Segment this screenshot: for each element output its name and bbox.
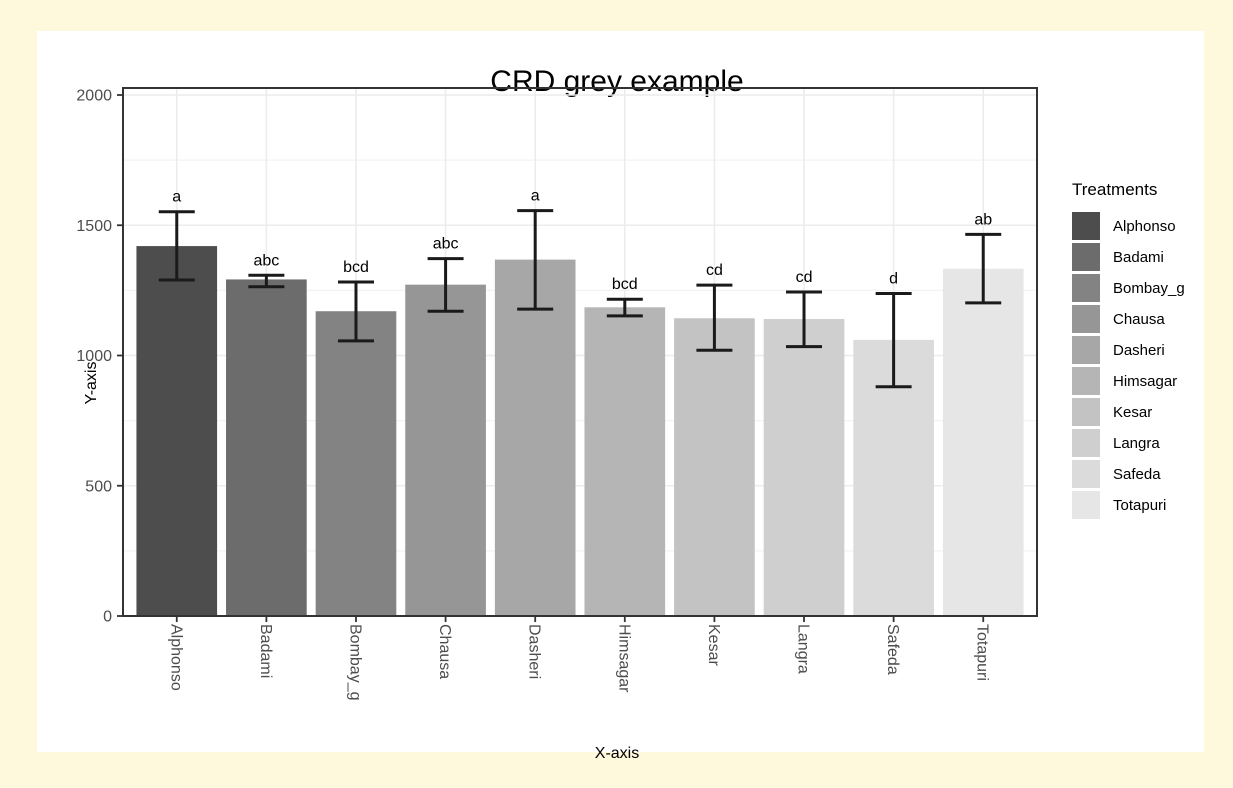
error-bar bbox=[158, 210, 195, 282]
legend-item: Dasheri bbox=[1072, 336, 1230, 364]
x-tick-label: Langra bbox=[795, 624, 812, 674]
error-bar bbox=[965, 232, 1002, 305]
legend-label: Bombay_g bbox=[1113, 279, 1185, 297]
y-tick-label: 1500 bbox=[76, 218, 112, 235]
legend-swatch bbox=[1072, 491, 1100, 519]
bar bbox=[674, 318, 755, 616]
legend: Treatments Alphonso Badami Bombay_g Chausa D… bbox=[1072, 180, 1230, 522]
error-bar bbox=[786, 290, 823, 349]
legend-label: Totapuri bbox=[1113, 496, 1167, 514]
sig-letter: a bbox=[172, 189, 181, 206]
sig-letter: a bbox=[531, 188, 540, 205]
legend-item: Totapuri bbox=[1072, 491, 1230, 519]
legend-item: Safeda bbox=[1072, 460, 1230, 488]
legend-label: Alphonso bbox=[1113, 217, 1176, 235]
legend-swatch bbox=[1072, 274, 1100, 302]
legend-swatch bbox=[1072, 212, 1100, 240]
y-tick-label: 0 bbox=[103, 609, 112, 626]
bar bbox=[942, 268, 1024, 616]
legend-item: Himsagar bbox=[1072, 367, 1230, 395]
bar bbox=[584, 307, 666, 616]
legend-items: Alphonso Badami Bombay_g Chausa Dasheri Himsa… bbox=[1072, 212, 1230, 519]
chart-title: CRD grey example bbox=[490, 65, 744, 98]
sig-letter: d bbox=[889, 271, 898, 288]
panel-border bbox=[122, 87, 1038, 617]
x-tick-label: Kesar bbox=[705, 624, 722, 666]
sig-letter: bcd bbox=[612, 276, 638, 293]
legend-swatch bbox=[1072, 398, 1100, 426]
legend-swatch bbox=[1072, 460, 1100, 488]
sig-letter: abc bbox=[253, 252, 279, 269]
bar bbox=[763, 319, 845, 616]
x-axis-title: X-axis bbox=[594, 745, 640, 762]
bar bbox=[315, 311, 397, 616]
legend-label: Badami bbox=[1113, 248, 1164, 266]
legend-swatch bbox=[1072, 429, 1100, 457]
legend-item: Alphonso bbox=[1072, 212, 1230, 240]
bar bbox=[226, 279, 307, 616]
x-tick-label: Chausa bbox=[436, 624, 453, 679]
bar bbox=[136, 246, 218, 616]
legend-item: Badami bbox=[1072, 243, 1230, 271]
y-tick-label: 1000 bbox=[76, 348, 112, 365]
sig-letter: abc bbox=[433, 236, 459, 253]
legend-item: Chausa bbox=[1072, 305, 1230, 333]
x-tick-label: Bombay_g bbox=[346, 624, 363, 701]
legend-label: Chausa bbox=[1113, 310, 1165, 328]
x-tick-label: Safeda bbox=[884, 624, 901, 675]
legend-swatch bbox=[1072, 336, 1100, 364]
legend-label: Safeda bbox=[1113, 465, 1161, 483]
legend-swatch bbox=[1072, 305, 1100, 333]
sig-letter: ab bbox=[974, 211, 992, 228]
error-bar bbox=[427, 257, 464, 313]
legend-item: Kesar bbox=[1072, 398, 1230, 426]
sig-letter: cd bbox=[706, 262, 723, 279]
legend-swatch bbox=[1072, 243, 1100, 271]
legend-label: Kesar bbox=[1113, 403, 1153, 421]
legend-label: Langra bbox=[1113, 434, 1160, 452]
legend-label: Dasheri bbox=[1113, 341, 1165, 359]
legend-item: Bombay_g bbox=[1072, 274, 1230, 302]
legend-label: Himsagar bbox=[1113, 372, 1178, 390]
bar bbox=[405, 284, 486, 616]
x-tick-label: Dasheri bbox=[526, 624, 543, 679]
error-bar bbox=[606, 297, 643, 318]
x-tick-label: Totapuri bbox=[974, 624, 991, 681]
legend-item: Langra bbox=[1072, 429, 1230, 457]
x-tick-label: Alphonso bbox=[167, 624, 184, 691]
error-bar bbox=[875, 292, 912, 389]
y-tick-label: 500 bbox=[85, 478, 112, 495]
sig-letter: bcd bbox=[343, 259, 369, 276]
y-tick-label: 2000 bbox=[76, 88, 112, 105]
legend-title: Treatments bbox=[1072, 180, 1158, 199]
x-tick-label: Himsagar bbox=[615, 624, 632, 693]
error-bar bbox=[248, 273, 285, 289]
bar bbox=[494, 259, 576, 616]
error-bar bbox=[696, 283, 733, 352]
legend-swatch bbox=[1072, 367, 1100, 395]
sig-letter: cd bbox=[796, 269, 813, 286]
error-bar bbox=[337, 280, 374, 343]
x-tick-label: Badami bbox=[257, 624, 274, 678]
error-bar bbox=[517, 209, 554, 311]
